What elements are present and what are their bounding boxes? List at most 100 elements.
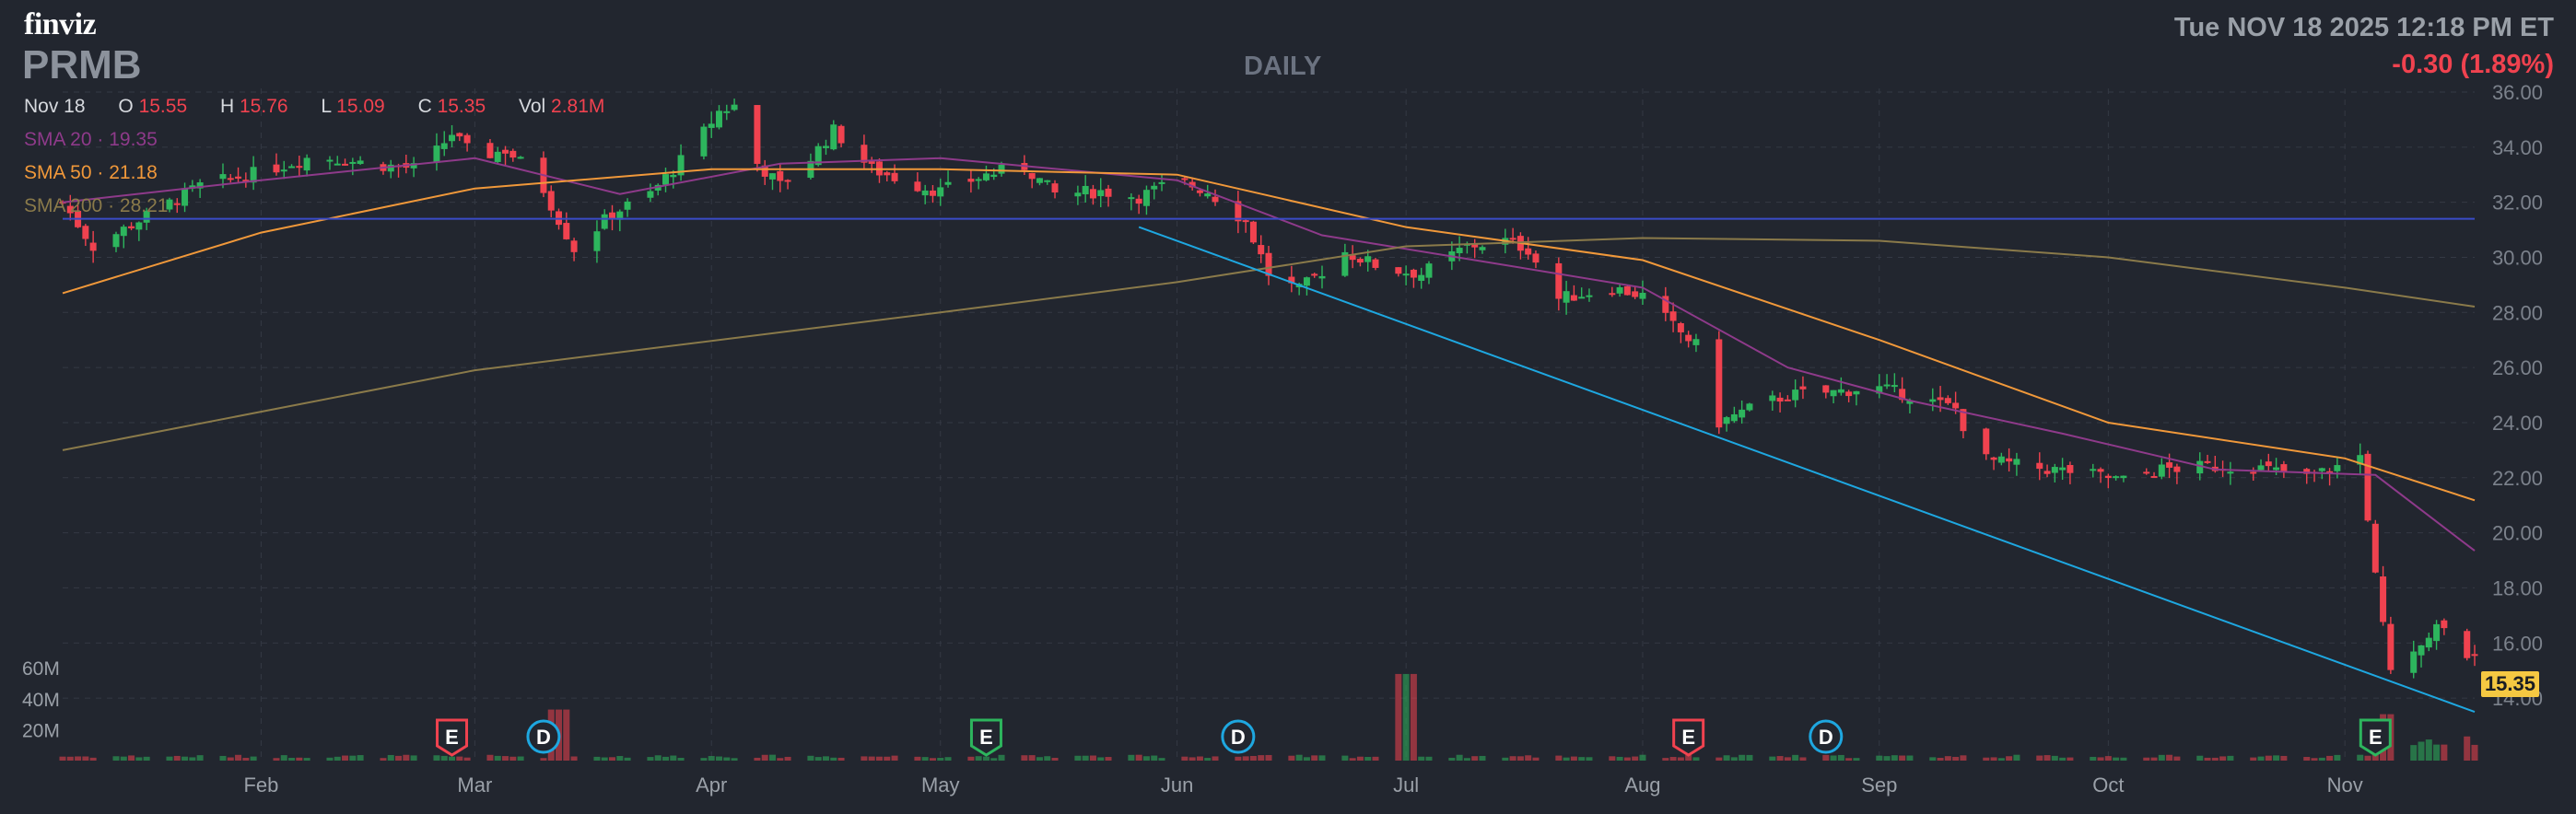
candle-body [1632,291,1639,297]
volume-bar [1028,755,1036,761]
volume-bar [1799,757,1807,761]
candle-body [2104,475,2112,479]
volume-bar [723,757,731,761]
dividend-marker[interactable]: D [1809,719,1844,754]
volume-bar [731,758,738,761]
volume-bar [227,757,234,761]
sma200-legend[interactable]: SMA 200 · 28.21 [24,195,169,216]
volume-bar [112,756,120,761]
candle-body [2067,465,2074,473]
earnings-marker[interactable]: E [2359,718,2392,757]
candle-body [112,234,120,248]
volume-bar [654,755,662,761]
candle-body [1669,311,1677,321]
earnings-marker[interactable]: E [969,718,1002,757]
candle-body [837,125,845,144]
earnings-marker[interactable]: E [1672,718,1705,757]
last-price-tag: 15.35 [2480,671,2539,697]
volume-bar [1258,755,1265,761]
candle-body [670,174,677,178]
volume-bar [1692,757,1700,761]
candle-body [2158,464,2165,477]
volume-bar [219,755,227,761]
sma20-legend[interactable]: SMA 20 · 19.35 [24,129,158,150]
volume-bar [1784,757,1791,761]
candle-body [2380,576,2387,622]
candle-body [2371,523,2379,573]
earnings-marker[interactable]: E [436,718,469,757]
candle-body [891,172,898,181]
candle-body [1395,267,1402,274]
candle-body [1769,395,1776,401]
ohlc-close-value: 15.35 [437,96,486,117]
candle-body [1692,339,1700,345]
volume-bar [1906,755,1914,761]
volume-bar [1715,757,1723,761]
candle-body [2303,469,2311,474]
candle-body [1288,276,1295,284]
dividend-marker[interactable]: D [1221,719,1256,754]
candle-body [715,110,722,128]
candle-body [2326,471,2334,473]
candle-body [1188,181,1196,188]
candle-body [1822,385,1830,393]
volume-bar [1669,757,1677,761]
volume-bar [303,758,310,761]
volume-bar [2410,745,2418,761]
volume-bar [173,755,181,761]
volume-bar [1616,756,1623,761]
finviz-logo[interactable]: finviz [24,7,97,41]
volume-bar [1135,754,1142,761]
x-tick-label: Nov [2327,773,2363,797]
candle-body [1372,259,1379,268]
candle-body [1249,221,1257,243]
volume-bar [1318,755,1326,761]
volume-bar [486,754,494,761]
volume-bar [410,755,417,761]
volume-bar [1960,755,1967,761]
ohlc-volume-label: Vol [518,96,546,117]
volume-bar [2059,757,2067,761]
volume-bar [784,756,791,761]
dividend-badge [1221,719,1256,754]
candle-body [1929,399,1937,402]
x-tick-label: Sep [1861,773,1897,797]
candle-body [868,161,875,164]
sma200-value: 28.21 [119,195,169,216]
candle-body [944,181,952,185]
volume-bar [120,756,127,761]
volume-bar [1586,757,1593,761]
volume-bar [1128,754,1135,761]
y-tick-label: 28.00 [2492,301,2543,324]
candle-body [1845,391,1853,397]
candle-body [1555,262,1563,299]
volume-bar [837,757,845,761]
volume-bar [1372,756,1379,761]
candle-body [2425,637,2432,648]
candle-body [1135,198,1142,204]
candle-body [723,110,731,113]
candle-body [2113,476,2120,479]
volume-bar [1021,755,1028,761]
candle-body [1723,417,1730,424]
candle-body [830,124,837,150]
volume-bar [1792,754,1799,761]
dividend-marker[interactable]: D [526,719,561,754]
volume-bar [89,757,97,761]
candle-body [2464,631,2471,658]
volume-bar [1051,757,1059,761]
volume-bar [1563,757,1570,761]
candle-body [326,159,334,162]
volume-bar [2043,755,2051,761]
volume-bar [342,755,349,761]
volume-bar [2471,744,2478,761]
volume-bar [2425,739,2432,761]
candle-body [387,164,394,172]
candle-body [609,212,616,219]
volume-bar [715,756,722,761]
sma50-legend[interactable]: SMA 50 · 21.18 [24,162,158,183]
volume-bar [517,756,524,761]
volume-bar [1837,754,1844,761]
candle-body [509,150,517,158]
